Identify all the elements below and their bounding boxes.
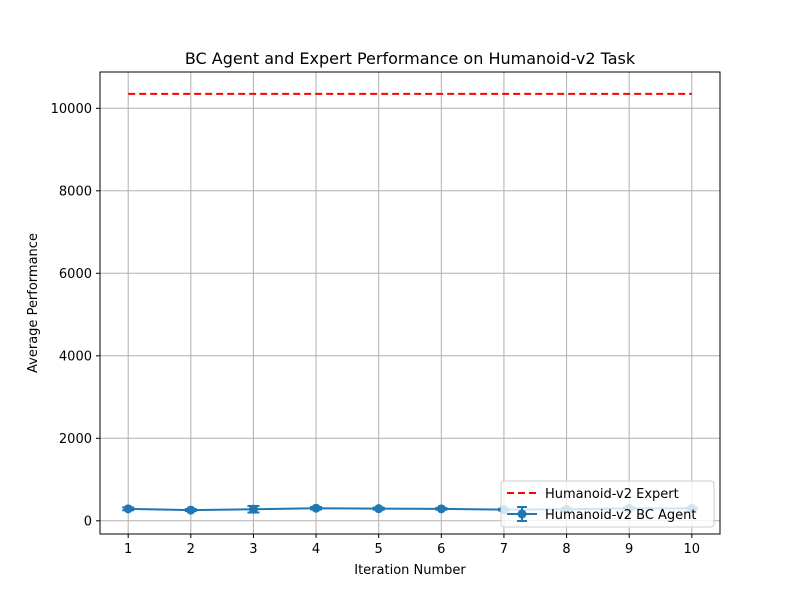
bc-agent-data-point — [311, 503, 321, 513]
y-tick-label: 0 — [84, 514, 92, 529]
x-tick-label: 9 — [625, 542, 633, 557]
x-tick-label: 10 — [684, 542, 701, 557]
bc-agent-data-point — [186, 505, 196, 515]
chart-title: BC Agent and Expert Performance on Human… — [185, 49, 636, 68]
x-tick-label: 6 — [437, 542, 445, 557]
legend: Humanoid-v2 Expert Humanoid-v2 BC Agent — [500, 480, 715, 528]
legend-label-bc-agent: Humanoid-v2 BC Agent — [545, 508, 697, 523]
bc-agent-data-point — [248, 504, 258, 514]
bc-agent-data-point — [436, 504, 446, 514]
legend-box — [500, 480, 715, 528]
x-tick-label: 2 — [187, 542, 195, 557]
axis-ticks: 1 2 3 4 5 6 7 8 9 10 0 2000 4000 6000 8000 10000 — [51, 102, 700, 557]
legend-label-expert: Humanoid-v2 Expert — [545, 487, 679, 502]
y-tick-label: 2000 — [59, 432, 92, 447]
bc-agent-data-point — [374, 504, 384, 514]
legend-swatch-bc-agent-marker — [517, 509, 527, 519]
x-axis-title: Iteration Number — [354, 563, 466, 578]
y-tick-label: 6000 — [59, 267, 92, 282]
x-tick-label: 1 — [124, 542, 132, 557]
x-tick-label: 4 — [312, 542, 320, 557]
x-tick-label: 7 — [500, 542, 508, 557]
x-tick-label: 3 — [249, 542, 257, 557]
y-tick-label: 8000 — [59, 184, 92, 199]
plot-frame — [99, 71, 721, 535]
x-tick-label: 5 — [375, 542, 383, 557]
y-tick-label: 4000 — [59, 349, 92, 364]
x-tick-label: 8 — [562, 542, 570, 557]
y-tick-label: 10000 — [51, 102, 92, 117]
y-axis-title: Average Performance — [26, 233, 41, 373]
bc-agent-data-point — [123, 504, 133, 514]
